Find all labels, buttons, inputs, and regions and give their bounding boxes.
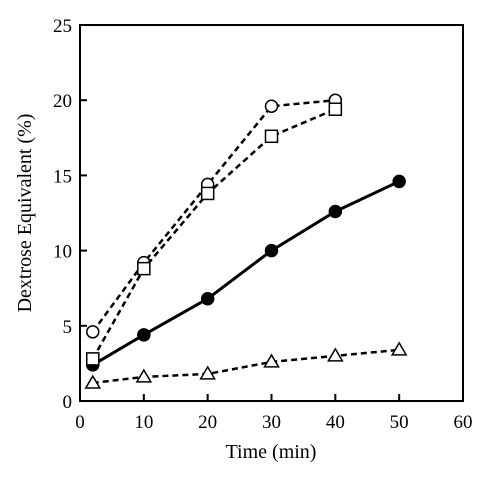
y-tick-label: 5 xyxy=(63,317,73,338)
data-point xyxy=(264,243,279,258)
data-point xyxy=(328,204,343,219)
y-tick-label: 0 xyxy=(63,392,73,413)
data-point xyxy=(264,99,279,113)
series-line xyxy=(92,180,400,367)
data-point xyxy=(137,328,151,342)
data-point xyxy=(327,347,344,362)
x-axis-title: Time (min) xyxy=(226,441,317,463)
series-line xyxy=(92,348,400,385)
x-tick-label: 0 xyxy=(75,412,85,433)
data-point xyxy=(86,325,100,339)
data-point xyxy=(137,261,151,276)
data-point xyxy=(328,102,343,116)
axes: 0 10 20 30 40 50 60 0 5 10 15 20 25 xyxy=(53,16,473,433)
data-point xyxy=(264,129,279,144)
data-point xyxy=(390,341,408,356)
series-filled-circle xyxy=(86,174,406,372)
series-open-square xyxy=(86,102,343,366)
series-open-triangle xyxy=(84,341,408,389)
data-point xyxy=(86,352,100,366)
data-point xyxy=(263,353,280,368)
x-tick-label: 60 xyxy=(454,412,473,433)
x-tick-label: 10 xyxy=(134,412,153,433)
y-tick-label: 10 xyxy=(53,242,72,263)
plot-frame xyxy=(79,24,464,402)
data-point xyxy=(135,368,153,383)
data-point xyxy=(84,374,102,389)
y-tick-label: 25 xyxy=(53,16,72,37)
x-tick-label: 30 xyxy=(262,412,281,433)
x-tick-label: 40 xyxy=(326,412,345,433)
y-tick-label: 20 xyxy=(53,91,72,112)
data-point xyxy=(200,291,215,306)
x-tick-label: 20 xyxy=(198,412,217,433)
data-point xyxy=(392,174,406,189)
data-point xyxy=(199,365,216,380)
y-tick-label: 15 xyxy=(53,166,72,187)
data-point xyxy=(200,186,215,201)
y-axis-title: Dextrose Equivalent (%) xyxy=(14,114,36,313)
series-layer xyxy=(84,93,408,389)
x-tick-label: 50 xyxy=(390,412,409,433)
